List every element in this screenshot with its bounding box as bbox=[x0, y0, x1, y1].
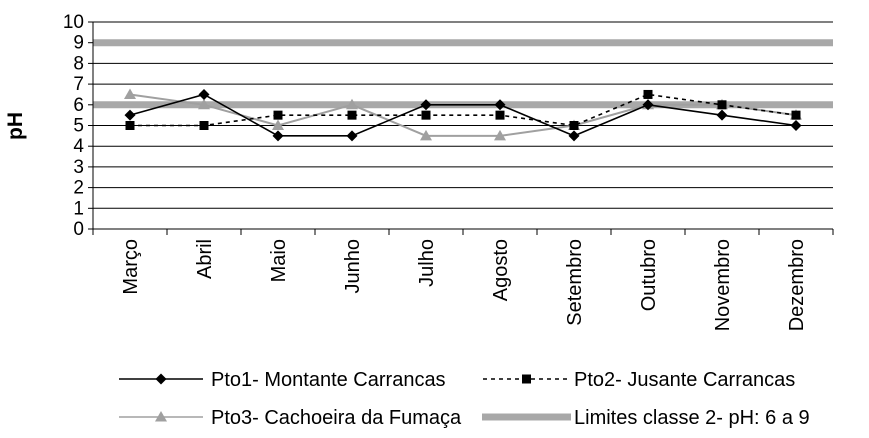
series-3-point bbox=[494, 129, 506, 141]
legend-marker-3 bbox=[155, 411, 167, 422]
legend: Pto1- Montante Carrancas Pto2- Jusante Ca… bbox=[119, 369, 810, 429]
series-2-point bbox=[421, 110, 431, 120]
series-2-point bbox=[347, 110, 357, 120]
legend-label-2: Pto2- Jusante Carrancas bbox=[574, 369, 795, 391]
series-3-point bbox=[198, 98, 210, 110]
series-1-point bbox=[272, 130, 284, 142]
legend-label-limits: Limites classe 2- pH: 6 a 9 bbox=[574, 407, 810, 429]
y-tick-label: 3 bbox=[73, 157, 84, 178]
x-tick-label: Setembro bbox=[564, 239, 586, 326]
y-axis-label: pH bbox=[4, 112, 27, 140]
series-1-point bbox=[790, 120, 802, 131]
x-tick-label: Junho bbox=[342, 239, 364, 294]
x-tick-label: Dezembro bbox=[786, 239, 808, 331]
series-3-point bbox=[124, 88, 136, 99]
series-2-point bbox=[273, 110, 283, 120]
series-1-point bbox=[420, 99, 432, 111]
y-tick-label: 9 bbox=[73, 33, 84, 54]
y-tick-label: 10 bbox=[63, 12, 84, 33]
series-2-point bbox=[569, 121, 579, 130]
data-series bbox=[124, 88, 802, 142]
series-1-point bbox=[642, 99, 654, 111]
series-2-point bbox=[495, 110, 505, 120]
y-tick-label: 0 bbox=[73, 219, 84, 240]
series-line-1 bbox=[129, 93, 797, 137]
legend-label-1: Pto1- Montante Carrancas bbox=[211, 369, 446, 391]
x-tick-label: Abril bbox=[194, 239, 216, 279]
x-tick-label: Outubro bbox=[638, 239, 660, 311]
x-tick-label: Novembro bbox=[712, 239, 734, 331]
y-tick-label: 2 bbox=[73, 178, 84, 199]
y-tick-label: 5 bbox=[73, 116, 84, 137]
series-1-point bbox=[494, 99, 506, 111]
y-tick-label: 1 bbox=[73, 198, 84, 219]
series-3-point bbox=[272, 119, 284, 130]
series-1-point bbox=[198, 88, 210, 100]
axes bbox=[88, 21, 834, 235]
x-tick-labels: Março Abril Maio Junho Julho Agosto Setembro Ou… bbox=[120, 239, 808, 331]
legend-label-3: Pto3- Cachoeira da Fumaça bbox=[211, 407, 462, 429]
legend-marker-1 bbox=[155, 373, 167, 385]
series-line-3 bbox=[129, 93, 797, 137]
y-tick-label: 7 bbox=[73, 74, 84, 95]
series-1-point bbox=[716, 109, 728, 121]
x-tick-label: Agosto bbox=[490, 239, 512, 301]
y-tick-label: 6 bbox=[73, 95, 84, 116]
series-1-point bbox=[346, 130, 358, 142]
series-2-point bbox=[199, 121, 209, 130]
x-tick-label: Março bbox=[120, 239, 142, 295]
series-3-point bbox=[346, 98, 358, 110]
y-tick-label: 4 bbox=[73, 136, 84, 157]
series-1-point bbox=[124, 109, 136, 121]
x-tick-label: Julho bbox=[416, 239, 438, 287]
x-tick-label: Maio bbox=[268, 239, 290, 282]
series-2-point bbox=[125, 121, 135, 130]
legend-marker-2 bbox=[522, 374, 531, 384]
series-2-point bbox=[791, 110, 801, 120]
y-tick-label: 8 bbox=[73, 53, 84, 74]
series-2-point bbox=[643, 89, 653, 99]
series-line-2 bbox=[130, 93, 797, 127]
series-1-point bbox=[568, 130, 580, 142]
series-3-point bbox=[420, 129, 432, 141]
series-2-point bbox=[717, 100, 727, 110]
